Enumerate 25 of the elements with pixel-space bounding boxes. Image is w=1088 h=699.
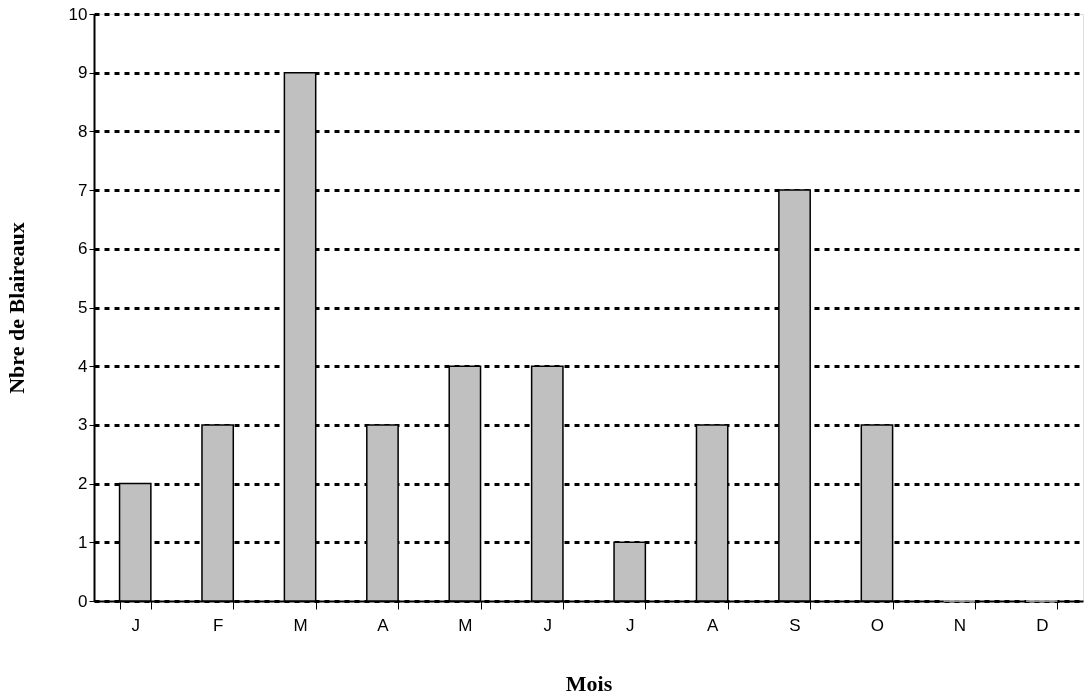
x-tick-label: D bbox=[1036, 615, 1049, 635]
y-tick-label: 8 bbox=[78, 121, 88, 141]
x-tick-label: M bbox=[293, 615, 308, 635]
y-tick-label: 10 bbox=[68, 4, 88, 24]
y-tick-label: 9 bbox=[78, 63, 88, 83]
x-tick-label: F bbox=[212, 615, 224, 635]
x-tick-label: A bbox=[377, 615, 390, 635]
y-tick-label: 6 bbox=[78, 239, 88, 259]
x-tick-label: M bbox=[458, 615, 473, 635]
y-tick-label: 2 bbox=[78, 474, 88, 494]
y-tick-label: 1 bbox=[78, 532, 88, 552]
x-tick-label: J bbox=[543, 615, 553, 635]
y-tick-label: 0 bbox=[78, 591, 88, 611]
y-tick-label: 3 bbox=[78, 415, 88, 435]
y-axis-title: Nbre de Blaireaux bbox=[3, 222, 29, 394]
x-tick-label: A bbox=[706, 615, 719, 635]
y-tick-label: 4 bbox=[78, 356, 88, 376]
x-axis-title: Mois bbox=[565, 670, 613, 696]
x-tick-label: J bbox=[131, 615, 140, 635]
x-tick-label: J bbox=[625, 615, 635, 635]
x-tick-label: S bbox=[789, 615, 801, 635]
y-tick-label: 5 bbox=[78, 298, 88, 317]
x-tick-label: O bbox=[870, 615, 885, 635]
y-tick-label: 7 bbox=[78, 180, 88, 200]
x-tick-label: N bbox=[953, 615, 967, 635]
